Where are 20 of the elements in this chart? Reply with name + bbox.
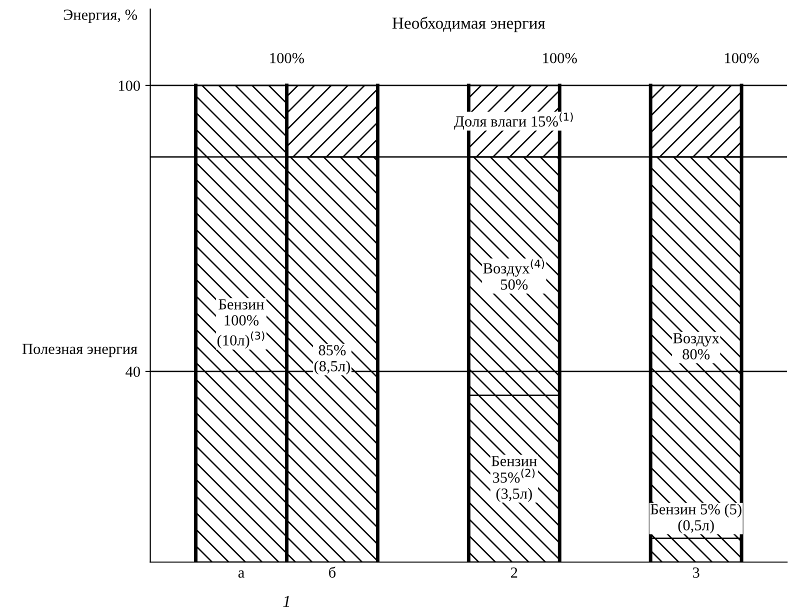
data-label: Воздух 80% (673, 333, 720, 360)
x-tick-label: 3 (692, 567, 700, 578)
x-tick-label: а (238, 570, 244, 578)
chart-title: Необходимая энергия (392, 16, 546, 32)
y-axis-title: Энергия, % (64, 10, 138, 24)
x-tick-label: 2 (511, 567, 518, 578)
total-label: 100% (270, 52, 304, 64)
y-tick-label: 40 (126, 366, 140, 377)
data-label: 85% (8,5л) (314, 345, 350, 374)
text: 1 (283, 596, 290, 607)
data-label: Доля влаги 15%$^{(1)}$ (454, 112, 573, 130)
data-label: Бензин 5% (5) (0,5л) (650, 504, 742, 534)
data-label: Воздух$^{(4)}$ 50% (483, 259, 544, 290)
x-tick-label: б (329, 566, 336, 578)
data-label: Бензин 100% (10л)$^{(3)}$ (217, 299, 264, 349)
data-label: Бензин 35%$^{(2)}$ (3,5л) (492, 456, 537, 502)
total-label: 100% (543, 52, 577, 64)
ref-line-label: Полезная энергия (22, 344, 138, 358)
total-label: 100% (725, 52, 759, 64)
y-tick-label: 100 (118, 80, 140, 91)
